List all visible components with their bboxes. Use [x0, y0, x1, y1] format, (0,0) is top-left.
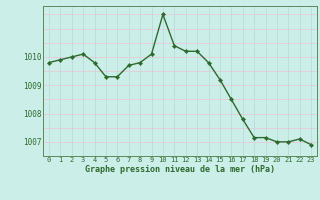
X-axis label: Graphe pression niveau de la mer (hPa): Graphe pression niveau de la mer (hPa): [85, 165, 275, 174]
